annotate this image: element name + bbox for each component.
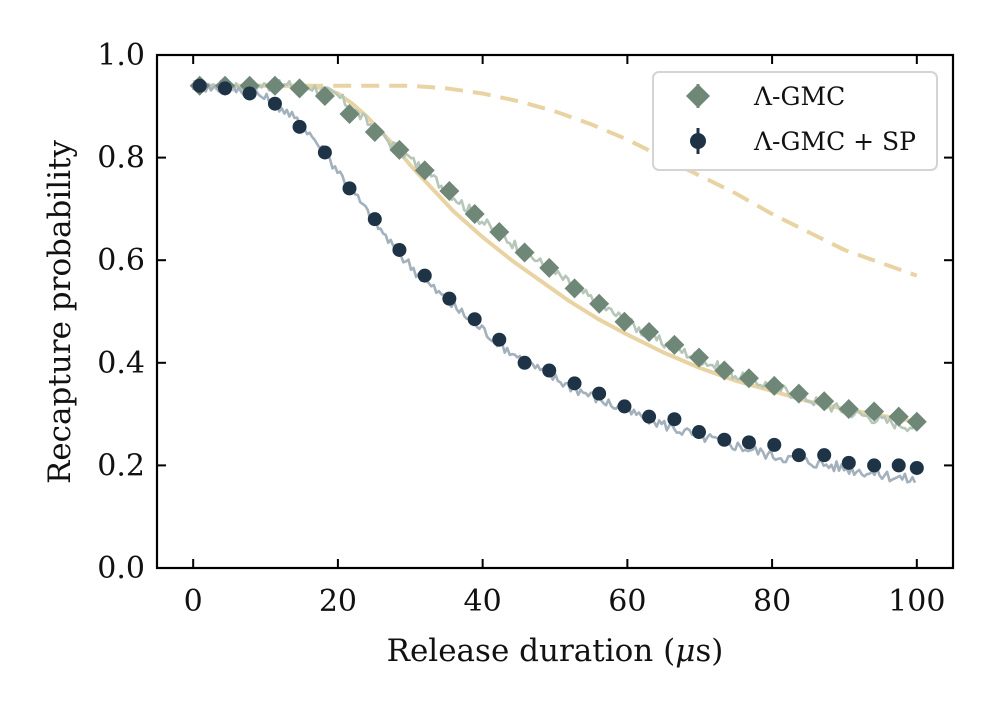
data-point-diamond [389,139,410,160]
data-point-diamond [814,391,835,412]
data-point-circle [841,455,856,470]
plot-area [189,75,927,484]
data-point-diamond [614,311,635,332]
data-point-diamond [314,86,335,107]
data-point-diamond [788,383,809,404]
data-point-circle [192,78,207,93]
legend-label-gmc: Λ-GMC [753,82,845,111]
data-point-circle [442,291,457,306]
data-point-diamond [564,278,585,299]
x-tick-label: 100 [888,584,945,619]
x-axis-label: Release duration (μs) [387,633,724,669]
data-point-circle [667,412,682,427]
data-point-diamond [539,257,560,278]
data-point-diamond [714,360,735,381]
data-point-diamond [589,293,610,314]
data-point-diamond [864,401,885,422]
x-tick-label: 0 [184,584,203,619]
data-point-diamond [439,180,460,201]
data-point-circle [767,437,782,452]
data-point-circle [692,425,707,440]
data-point-circle [909,460,924,475]
legend-entry-gmc: Λ-GMC [686,82,845,111]
data-point-circle [367,212,382,227]
data-point-diamond [888,406,909,427]
data-markers [189,75,927,475]
legend-box [652,71,938,171]
data-point-diamond [664,334,685,355]
data-point-circle [617,399,632,414]
data-point-diamond [264,75,285,96]
axis-ticks: 0 20 40 60 80 100 0.0 0.2 0.4 0.6 0.8 1.0 [97,38,953,619]
y-tick-label: 0.6 [97,243,145,278]
legend-label-gmc-sp: Λ-GMC + SP [753,127,916,156]
legend: Λ-GMC Λ-GMC + SP [652,71,938,171]
legend-marker-diamond [686,84,710,108]
data-point-diamond [289,78,310,99]
y-tick-label: 0.2 [97,448,145,483]
data-point-circle [642,409,657,424]
data-point-circle [218,81,233,96]
data-point-circle [592,386,607,401]
data-point-diamond [738,368,759,389]
data-point-circle [292,119,307,134]
data-point-diamond [339,103,360,124]
fit-curve-dashed [193,83,918,278]
data-point-circle [891,458,906,473]
x-tick-label: 40 [464,584,502,619]
data-point-circle [317,145,332,160]
data-point-circle [492,332,507,347]
x-tick-label: 20 [319,584,357,619]
data-point-diamond [639,322,660,343]
data-point-diamond [689,347,710,368]
y-axis-label: Recapture probability [42,140,78,485]
data-point-circle [567,376,582,391]
data-point-diamond [764,375,785,396]
axes-frame [155,53,955,570]
data-point-circle [817,448,832,463]
y-tick-label: 0.4 [97,346,145,381]
data-point-diamond [464,204,485,225]
data-point-circle [417,268,432,283]
data-point-diamond [414,160,435,181]
x-tick-label: 60 [608,584,646,619]
data-point-circle [342,181,357,196]
data-point-circle [467,312,482,327]
data-point-diamond [489,221,510,242]
legend-marker-circle [690,133,706,149]
data-point-circle [242,86,257,101]
data-point-circle [392,242,407,257]
data-point-circle [517,355,532,370]
data-point-circle [717,432,732,447]
data-point-diamond [364,121,385,142]
y-tick-label: 0.0 [97,551,145,586]
data-point-diamond [514,242,535,263]
y-tick-label: 1.0 [97,38,145,73]
data-point-diamond [906,411,927,432]
data-point-circle [267,96,282,111]
x-tick-label: 80 [753,584,791,619]
data-point-circle [791,448,806,463]
data-point-circle [542,363,557,378]
data-point-circle [867,458,882,473]
y-tick-label: 0.8 [97,141,145,176]
legend-entry-gmc-sp: Λ-GMC + SP [690,127,916,156]
data-point-circle [741,435,756,450]
data-point-diamond [838,398,859,419]
